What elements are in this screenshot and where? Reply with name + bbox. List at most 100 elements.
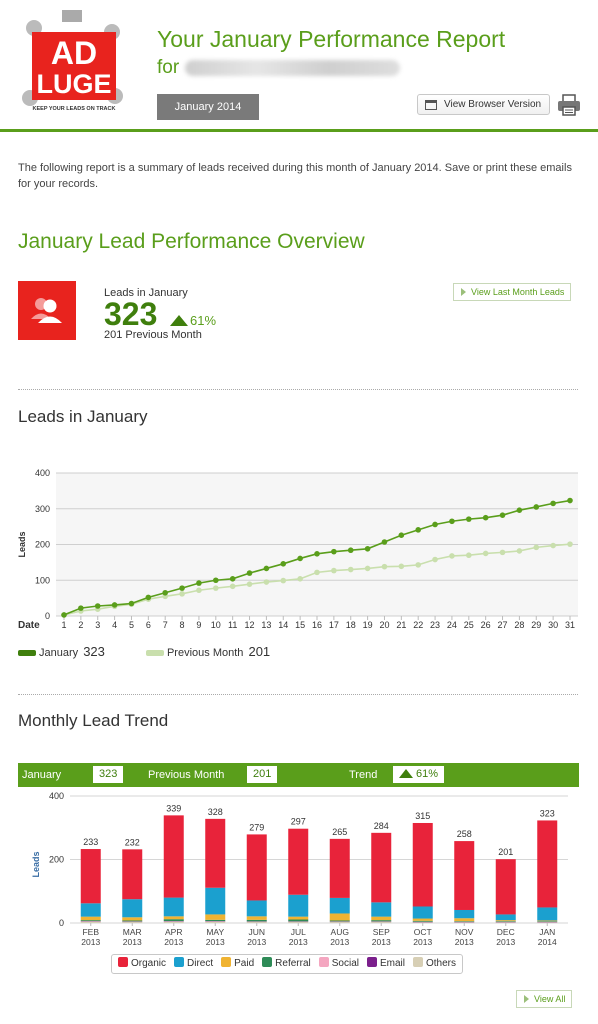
adluge-logo: AD LUGE KEEP YOUR LEADS ON TRACK <box>22 10 123 112</box>
bar-segment-others <box>163 921 184 923</box>
data-point <box>516 548 523 554</box>
divider <box>18 694 578 695</box>
bar-segment-organic <box>205 818 226 888</box>
x-axis-label: Date <box>18 620 40 631</box>
logo-text-top: AD <box>51 35 97 71</box>
y-tick-label: 400 <box>49 791 64 801</box>
bar-segment-direct <box>371 902 392 917</box>
bar-segment-organic <box>80 849 101 904</box>
data-point <box>229 583 236 590</box>
view-all-button[interactable]: View All <box>516 990 573 1008</box>
x-tick-label-year: 2013 <box>164 937 183 947</box>
legend-item-referral[interactable]: Referral <box>262 955 311 973</box>
x-tick-label: 8 <box>180 620 185 630</box>
bar-segment-referral <box>163 919 184 922</box>
bar-segment-referral <box>80 920 101 922</box>
legend-item-current[interactable]: January 323 <box>18 644 105 659</box>
y-axis-label: Leads <box>17 531 27 557</box>
data-point <box>94 603 101 609</box>
data-point <box>567 497 573 504</box>
legend-item-direct[interactable]: Direct <box>174 955 213 973</box>
bar-segment-others <box>371 922 392 923</box>
bar-total-label: 297 <box>291 817 306 827</box>
summary-current-label: January <box>22 769 62 781</box>
data-point <box>533 504 540 510</box>
bar-segment-organic <box>288 828 309 895</box>
x-tick-label: 31 <box>565 620 575 630</box>
x-tick-label-month: APR <box>165 927 182 937</box>
legend-item-social[interactable]: Social <box>318 955 359 973</box>
trend-up-icon <box>170 315 188 326</box>
summary-previous-value: 201 <box>247 766 278 783</box>
legend-item-email[interactable]: Email <box>366 955 405 973</box>
data-point <box>145 594 152 601</box>
print-icon[interactable] <box>557 94 581 116</box>
view-all-label: View All <box>534 994 566 1004</box>
divider <box>18 389 578 390</box>
bar-segment-direct <box>495 914 516 921</box>
data-point <box>263 565 270 572</box>
data-point <box>499 512 506 518</box>
data-point <box>432 521 438 528</box>
data-point <box>213 585 219 591</box>
data-point <box>550 542 556 549</box>
y-tick-label: 0 <box>59 918 64 928</box>
data-point <box>567 541 573 547</box>
legend-item-organic[interactable]: Organic <box>118 955 166 973</box>
data-point <box>466 516 472 522</box>
legend-swatch <box>366 957 377 967</box>
data-point <box>111 602 118 608</box>
x-tick-label: 22 <box>413 620 423 630</box>
summary-trend-box: 61% <box>393 766 445 783</box>
x-tick-label: 12 <box>245 620 255 630</box>
view-browser-version-button[interactable]: View Browser Version <box>417 94 550 115</box>
x-tick-label-year: 2013 <box>289 937 308 947</box>
data-point <box>229 576 236 582</box>
legend-item-paid[interactable]: Paid <box>221 955 254 973</box>
x-tick-label-month: OCT <box>414 927 432 937</box>
bar-segment-direct <box>537 907 558 921</box>
data-point <box>449 518 455 525</box>
x-tick-label: 15 <box>295 620 305 630</box>
for-label: for <box>157 57 180 78</box>
legend-swatch <box>318 957 329 967</box>
x-tick-label-year: 2013 <box>455 937 474 947</box>
leads-in-month-section-title: Leads in January <box>18 407 148 426</box>
data-point <box>297 576 303 582</box>
x-tick-label-year: 2013 <box>206 937 225 947</box>
bar-segment-paid <box>371 916 392 921</box>
x-tick-label-month: MAY <box>206 927 224 937</box>
x-tick-label: 17 <box>329 620 339 630</box>
bar-segment-organic <box>371 832 392 903</box>
trend-up-icon <box>399 769 413 778</box>
bar-segment-paid <box>163 916 184 920</box>
legend-item-previous[interactable]: Previous Month 201 <box>145 644 270 659</box>
month-badge: January 2014 <box>157 94 259 120</box>
x-tick-label: 24 <box>447 620 457 630</box>
x-tick-label: 9 <box>196 620 201 630</box>
bar-segment-referral <box>288 919 309 922</box>
leads-in-month-label: Leads in January <box>104 287 188 299</box>
bar-total-label: 315 <box>415 811 430 821</box>
data-point <box>449 553 455 559</box>
data-point <box>196 587 202 594</box>
x-tick-label: 11 <box>228 620 237 630</box>
x-tick-label-year: 2013 <box>413 937 432 947</box>
x-tick-label-year: 2013 <box>372 937 391 947</box>
bar-segment-direct <box>288 894 309 917</box>
data-point <box>364 545 371 552</box>
bar-segment-direct <box>80 903 101 917</box>
data-point <box>331 567 337 574</box>
view-last-month-leads-button[interactable]: View Last Month Leads <box>453 283 572 301</box>
data-point <box>347 547 354 554</box>
y-tick-label: 0 <box>45 611 50 621</box>
data-point <box>128 600 135 607</box>
bar-segment-referral <box>205 919 226 922</box>
data-point <box>364 565 371 572</box>
legend-item-others[interactable]: Others <box>413 955 456 973</box>
data-point <box>280 561 287 567</box>
x-tick-label: 28 <box>514 620 524 630</box>
x-tick-label: 13 <box>261 620 271 630</box>
x-tick-label: 1 <box>61 620 66 630</box>
data-point <box>280 577 287 584</box>
